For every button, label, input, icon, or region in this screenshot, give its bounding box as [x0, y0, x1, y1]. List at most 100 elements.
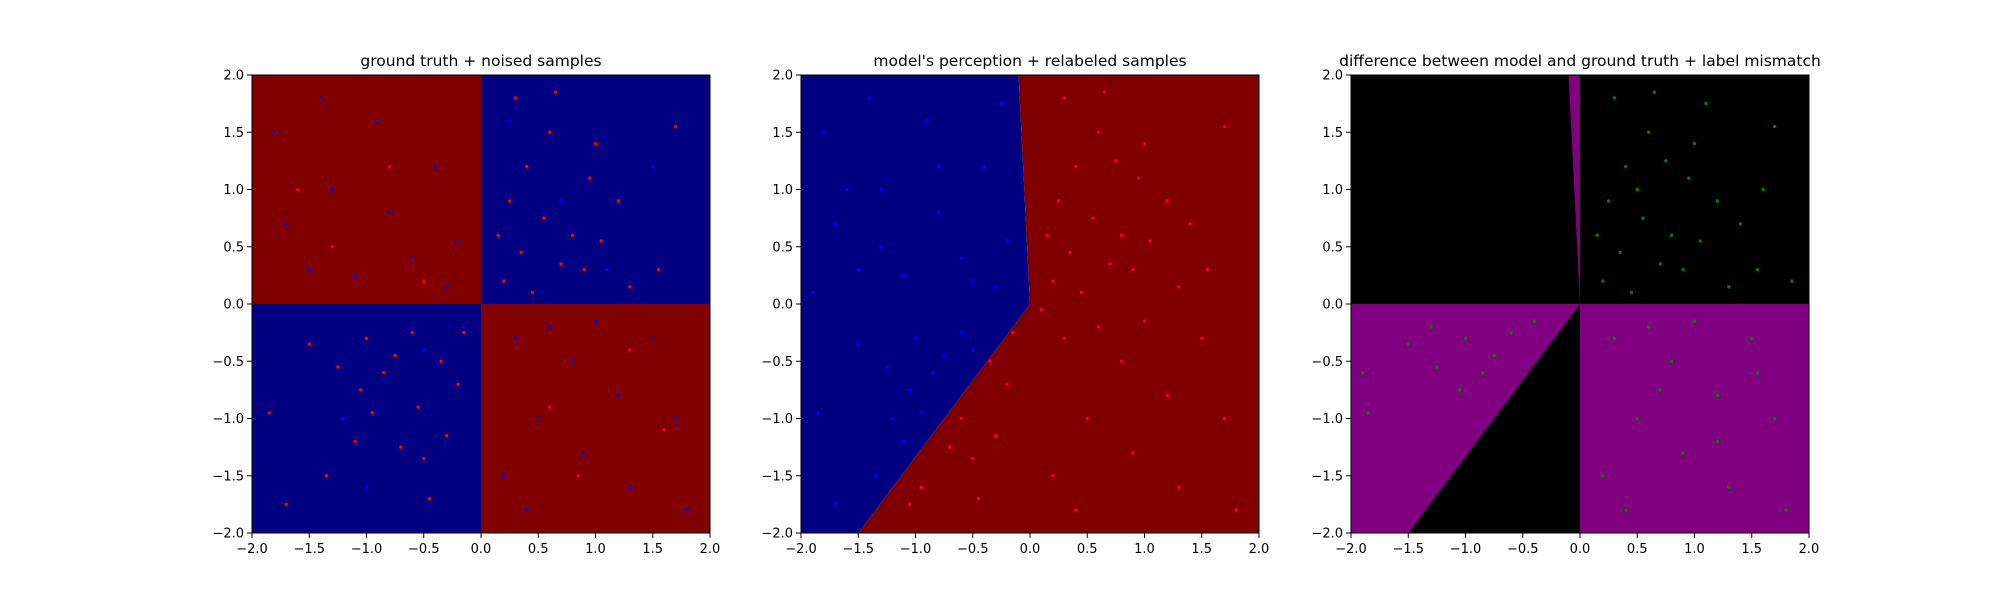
sample-point [553, 90, 558, 94]
chart-panel-1: −2.0 −1.5 −1.0 −0.5 0.0 0.5 1.0 1.5 2.0 −2.0 −1.5 −… [212, 52, 720, 557]
y-tick-label: 2.0 [1322, 69, 1343, 84]
sample-point [319, 96, 323, 100]
sample-point [628, 485, 632, 489]
sample-point [519, 250, 523, 255]
sample-point [1704, 101, 1708, 106]
sample-point [1618, 250, 1622, 255]
sample-point [456, 239, 460, 243]
sample-point [353, 273, 357, 278]
y-tick-label: 1.5 [1322, 126, 1343, 141]
sample-point [364, 485, 369, 489]
y-tick-label: 2.0 [223, 69, 244, 84]
sample-point [1635, 187, 1639, 192]
sample-point [513, 96, 518, 100]
sample-point [1366, 411, 1370, 415]
sample-point [993, 285, 998, 289]
sample-point [913, 336, 918, 341]
sample-point [444, 433, 449, 438]
sample-point [908, 502, 912, 507]
sample-point [856, 342, 860, 346]
chart-title: model's perception + relabeled samples [873, 52, 1186, 70]
sample-point [1595, 233, 1599, 237]
decision-region-3 [1580, 304, 1809, 533]
decision-region-3 [252, 304, 481, 533]
sample-point [1091, 216, 1095, 220]
sample-point [364, 336, 369, 341]
sample-point [1658, 388, 1662, 392]
sample-point [593, 142, 598, 146]
sample-point [1715, 199, 1720, 203]
sample-point [1727, 485, 1731, 489]
x-tick-label: −1.0 [351, 542, 383, 557]
sample-point [1005, 239, 1009, 243]
y-tick-label: −2.0 [1311, 527, 1343, 542]
sample-point [1137, 176, 1141, 180]
sample-point [1165, 199, 1170, 203]
sample-point [456, 382, 460, 386]
y-tick-label: 1.0 [1322, 183, 1343, 198]
sample-point [1108, 262, 1112, 266]
sample-point [816, 411, 820, 415]
x-tick-label: 0.0 [1020, 542, 1041, 557]
sample-point [496, 233, 500, 237]
decision-region-4 [481, 304, 710, 533]
sample-point [1406, 342, 1410, 346]
sample-point [359, 388, 363, 392]
sample-point [536, 416, 540, 421]
sample-point [971, 456, 975, 461]
sample-point [548, 130, 552, 134]
decision-region-1 [801, 75, 1030, 533]
sample-point [548, 405, 552, 409]
sample-point [1612, 96, 1617, 100]
sample-point [593, 319, 598, 323]
sample-point [433, 164, 437, 169]
sample-point [1681, 267, 1685, 272]
sample-point [444, 285, 449, 289]
sample-point [525, 508, 529, 512]
sample-point [559, 199, 563, 203]
sample-point [507, 119, 512, 123]
plot-area [801, 75, 1259, 533]
sample-point [925, 119, 929, 123]
x-tick-label: 2.0 [1799, 542, 1820, 557]
y-tick-label: −2.0 [761, 527, 793, 542]
sample-point [999, 101, 1004, 106]
sample-point [833, 502, 838, 507]
y-tick-label: 0.5 [1322, 240, 1343, 255]
sample-point [908, 388, 912, 392]
x-tick-label: −1.0 [1450, 542, 1482, 557]
sample-point [1738, 222, 1743, 226]
sample-point [1480, 371, 1485, 375]
sample-point [902, 439, 906, 444]
sample-point [462, 330, 466, 335]
sample-point [1509, 330, 1514, 335]
sample-point [971, 348, 975, 352]
sample-point [651, 164, 655, 169]
sample-point [548, 325, 552, 329]
sample-point [1715, 439, 1720, 444]
sample-point [873, 474, 878, 478]
sample-point [673, 124, 678, 129]
y-tick-label: 0.5 [772, 240, 793, 255]
sample-point [582, 267, 586, 272]
sample-point [336, 365, 340, 369]
x-tick-label: 1.0 [585, 542, 606, 557]
y-tick-label: 0.5 [223, 240, 244, 255]
sample-point [502, 279, 506, 283]
sample-point [307, 342, 311, 346]
x-tick-label: 2.0 [700, 542, 721, 557]
x-tick-label: 0.5 [1077, 542, 1098, 557]
sample-point [559, 262, 563, 266]
y-tick-label: −2.0 [212, 527, 244, 542]
sample-point [605, 267, 609, 272]
sample-point [422, 456, 426, 461]
sample-point [1119, 359, 1124, 363]
chart-panel-3: −2.0 −1.5 −1.0 −0.5 0.0 0.5 1.0 1.5 2.0 −2.0 −1.5 −… [1311, 52, 1820, 557]
x-tick-label: 0.0 [1570, 542, 1591, 557]
sample-point [685, 508, 689, 512]
sample-point [341, 416, 346, 421]
sample-point [868, 96, 872, 100]
sample-point [1669, 233, 1674, 237]
sample-point [1142, 319, 1147, 323]
sample-point [942, 353, 946, 358]
